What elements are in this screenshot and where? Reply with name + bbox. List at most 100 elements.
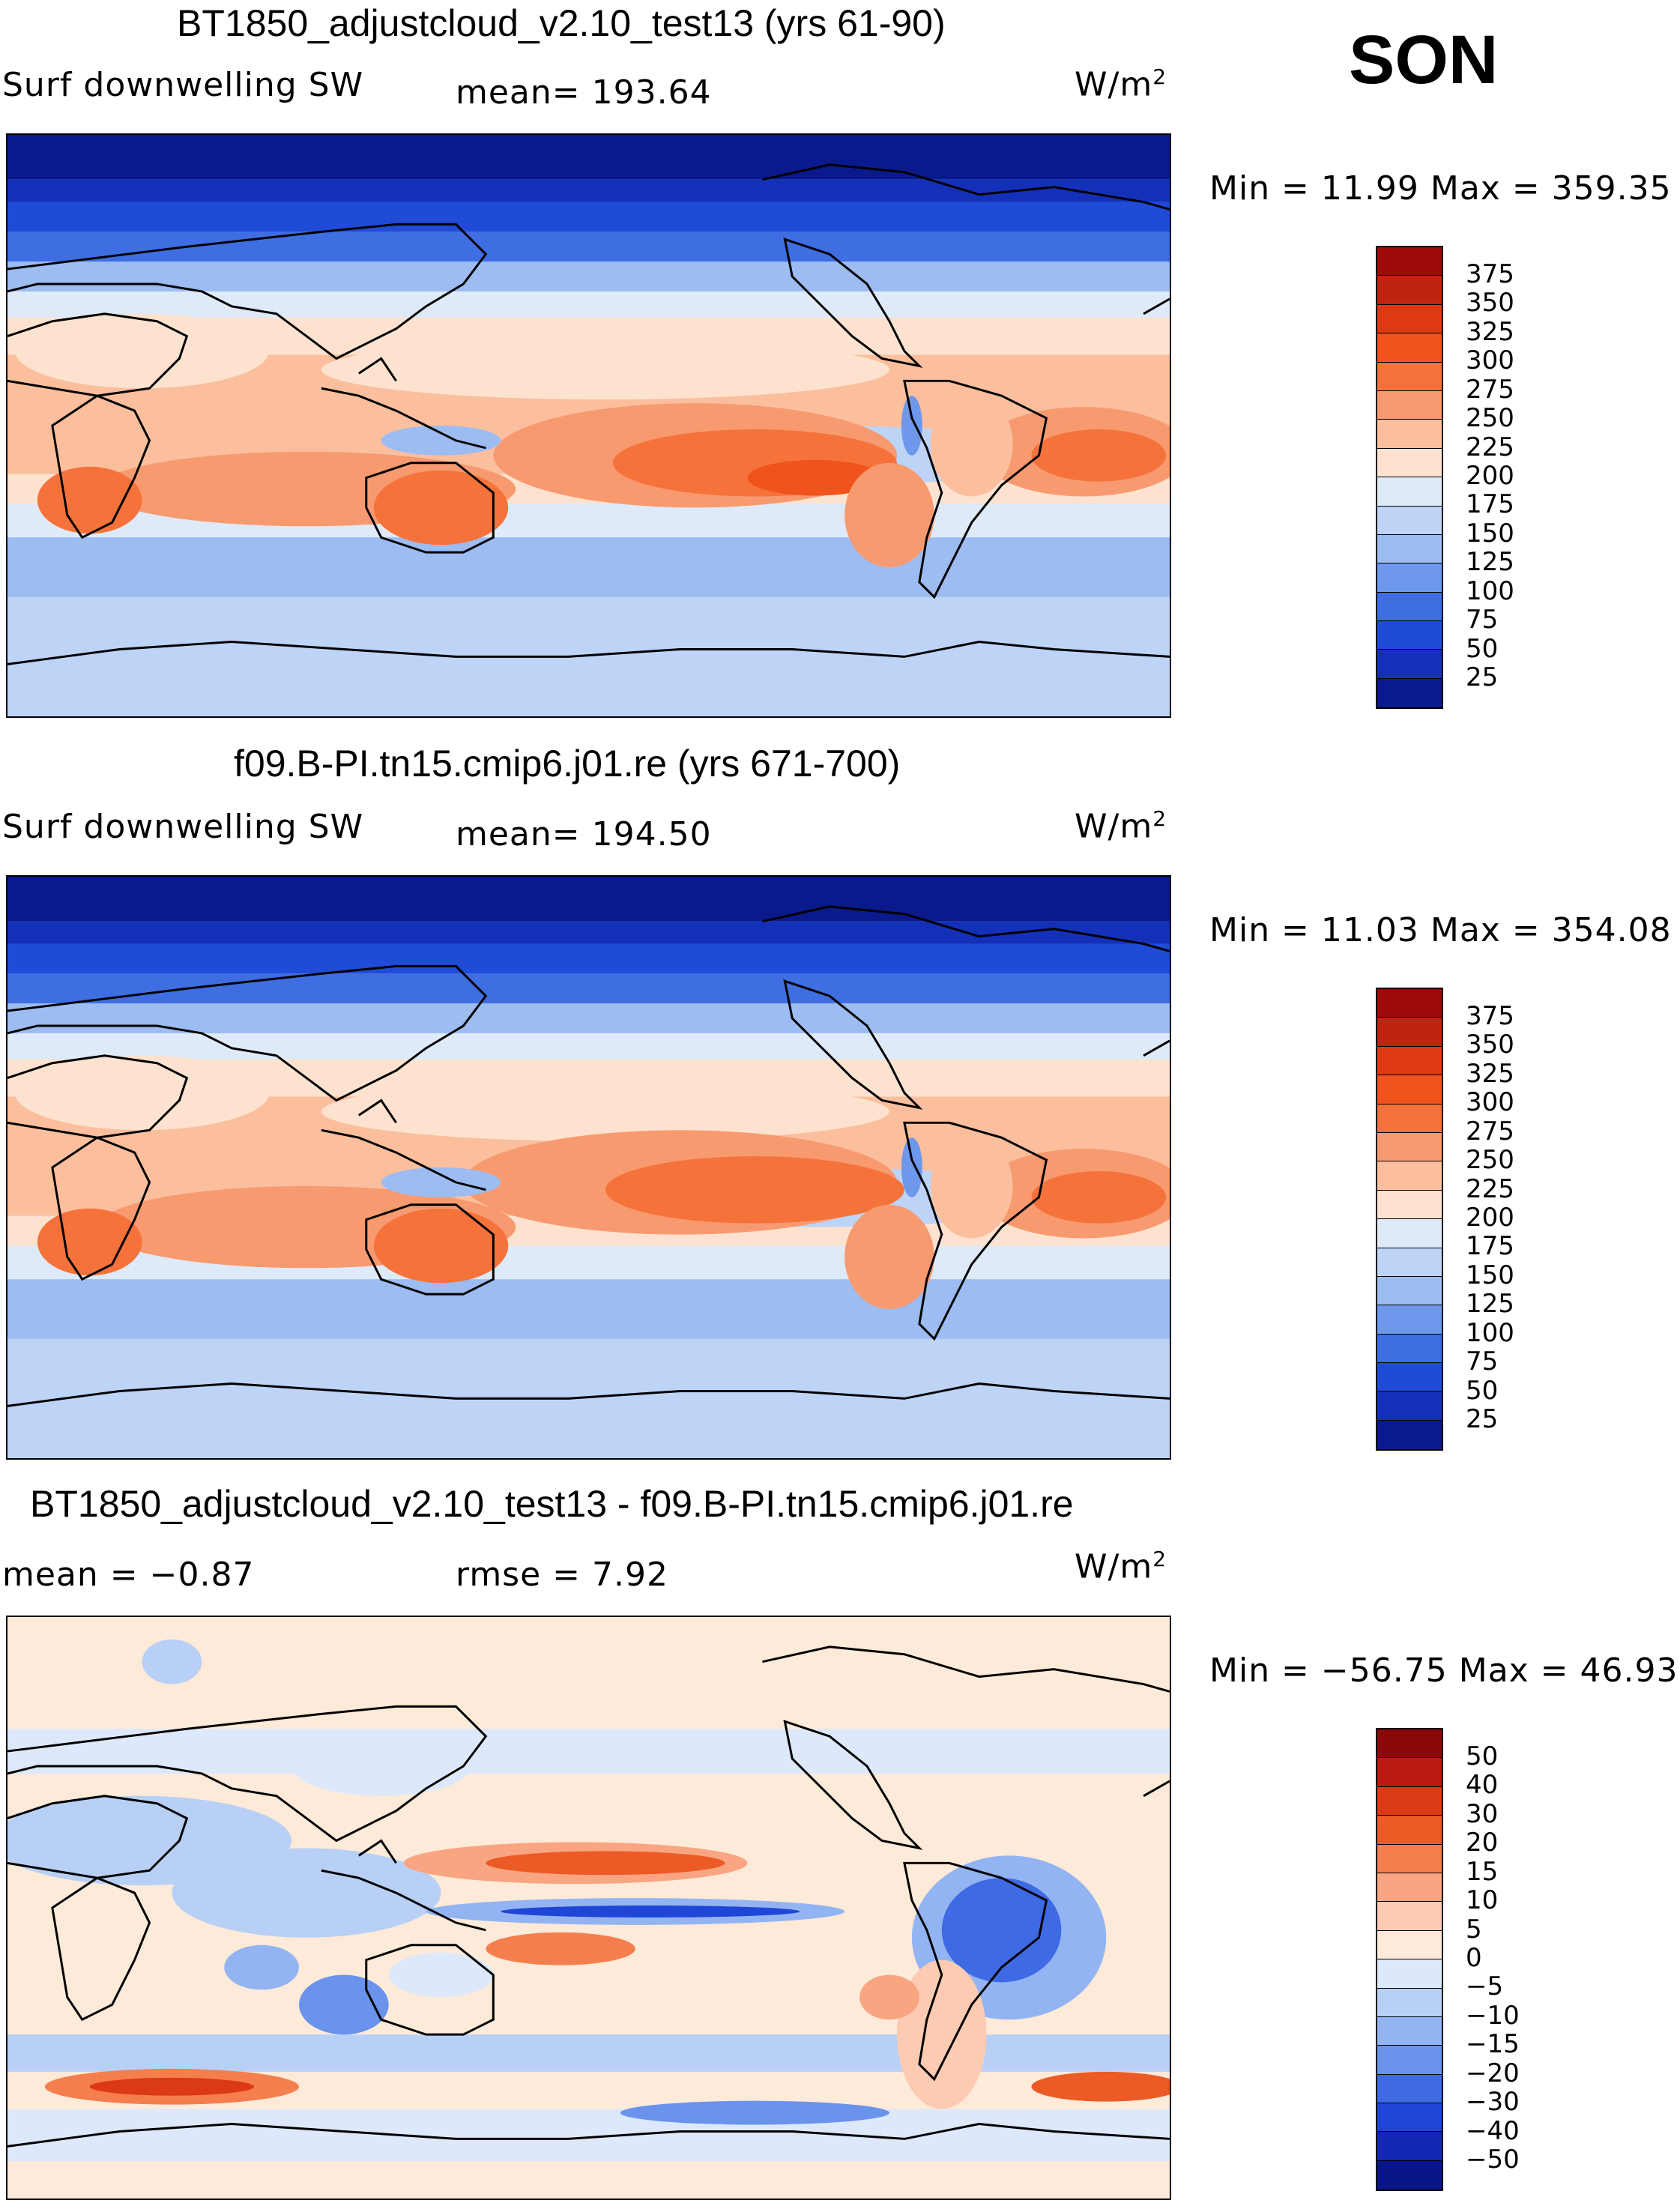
panel1-colorbar-swatch (1377, 333, 1442, 363)
panel3-coastlines (7, 1646, 1170, 2148)
panel2-colorbar-swatch (1377, 1420, 1442, 1450)
panel3-map-canvas (7, 1617, 1170, 2199)
panel2-map-canvas (7, 877, 1170, 1458)
panel3-colorbar-swatch (1377, 1959, 1442, 1989)
panel2-colorbar-tick: 275 (1466, 1116, 1514, 1146)
panel1-colorbar-swatch (1377, 506, 1442, 535)
panel1-colorbar-tick: 375 (1466, 259, 1514, 289)
panel1-colorbar-tick: 250 (1466, 403, 1514, 433)
panel2-colorbar-tick: 75 (1466, 1347, 1499, 1377)
panel3-colorbar-tick: 5 (1466, 1915, 1482, 1944)
panel2-colorbar-tick: 150 (1466, 1260, 1514, 1290)
panel1-colorbar-swatch (1377, 276, 1442, 305)
panel3-colorbar-swatch (1377, 1844, 1442, 1873)
panel1-title: BT1850_adjustcloud_v2.10_test13 (yrs 61-… (177, 2, 946, 44)
panel1-coastlines (7, 163, 1170, 665)
panel1-colorbar-tick: 200 (1466, 461, 1514, 491)
panel2-colorbar-swatch (1377, 1305, 1442, 1335)
panel3-mean: mean = −0.87 (2, 1556, 255, 1594)
panel1-colorbar-tick: 25 (1466, 662, 1499, 692)
panel2-colorbar-tick: 350 (1466, 1030, 1514, 1060)
panel1-colorbar-tick: 75 (1466, 605, 1499, 635)
panel3-colorbar-tick: −10 (1466, 2001, 1520, 2031)
panel3-colorbar-tick: −20 (1466, 2058, 1520, 2088)
panel3-colorbar-swatch (1377, 2132, 1442, 2161)
panel2-colorbar-swatch (1377, 1248, 1442, 1277)
panel3-colorbar (1376, 1728, 1443, 2192)
panel1-colorbar-swatch (1377, 477, 1442, 507)
panel3-colorbar-tick: 40 (1466, 1770, 1499, 1800)
panel1-colorbar-tick: 325 (1466, 317, 1514, 347)
panel1-map-canvas (7, 135, 1170, 716)
panel1-colorbar-swatch (1377, 420, 1442, 449)
panel3-minmax: Min = −56.75 Max = 46.93 (1209, 1652, 1679, 1690)
panel3-colorbar-swatch (1377, 2103, 1442, 2133)
panel2-colorbar-swatch (1377, 1391, 1442, 1421)
panel3-colorbar-tick: 15 (1466, 1857, 1499, 1887)
panel2-colorbar (1376, 988, 1443, 1451)
panel2-variable: Surf downwelling SW (2, 808, 364, 846)
panel1-colorbar-swatch (1377, 448, 1442, 478)
panel3-colorbar-tick: 10 (1466, 1885, 1499, 1915)
panel3-units: W/m2 (1075, 1547, 1167, 1586)
panel2-mean: mean= 194.50 (456, 815, 712, 853)
panel1-variable: Surf downwelling SW (2, 66, 364, 104)
panel2-colorbar-swatch (1377, 989, 1442, 1018)
panel3-colorbar-swatch (1377, 1816, 1442, 1845)
panel1-colorbar-tick: 350 (1466, 288, 1514, 318)
panel1-minmax: Min = 11.99 Max = 359.35 (1209, 169, 1672, 208)
panel3-colorbar-tick: 50 (1466, 1741, 1499, 1771)
panel1-colorbar-swatch (1377, 650, 1442, 679)
panel3-colorbar-swatch (1377, 1786, 1442, 1816)
panel3-colorbar-swatch (1377, 1729, 1442, 1759)
panel2-colorbar-swatch (1377, 1132, 1442, 1162)
panel1-colorbar-swatch (1377, 563, 1442, 593)
panel2-map (6, 875, 1171, 1460)
panel3-colorbar-swatch (1377, 1873, 1442, 1903)
panel1-colorbar-swatch (1377, 304, 1442, 334)
panel3-colorbar-swatch (1377, 2160, 1442, 2190)
panel1-colorbar-tick: 125 (1466, 547, 1514, 577)
panel2-colorbar-swatch (1377, 1363, 1442, 1392)
panel2-colorbar-tick: 200 (1466, 1203, 1514, 1233)
panel3-title: BT1850_adjustcloud_v2.10_test13 - f09.B-… (30, 1483, 1074, 1525)
panel1-colorbar-swatch (1377, 247, 1442, 276)
panel3-colorbar-tick: −5 (1466, 1971, 1504, 2001)
panel3-colorbar-tick: −15 (1466, 2029, 1520, 2059)
panel2-colorbar-tick: 250 (1466, 1145, 1514, 1175)
panel1-colorbar-tick: 50 (1466, 634, 1499, 664)
panel3-colorbar-tick: −30 (1466, 2087, 1520, 2117)
panel2-minmax: Min = 11.03 Max = 354.08 (1209, 911, 1672, 949)
panel1-colorbar-tick: 100 (1466, 576, 1514, 606)
panel2-colorbar-swatch (1377, 1161, 1442, 1191)
panel2-colorbar-swatch (1377, 1219, 1442, 1248)
panel1-colorbar-swatch (1377, 390, 1442, 420)
season-label: SON (1349, 22, 1499, 98)
panel1-colorbar-swatch (1377, 534, 1442, 564)
panel3-colorbar-tick: −40 (1466, 2116, 1520, 2146)
panel1-field (7, 135, 1170, 716)
panel3-colorbar-swatch (1377, 1988, 1442, 2017)
panel3-colorbar-tick: 0 (1466, 1943, 1482, 1973)
panel2-colorbar-tick: 50 (1466, 1376, 1499, 1406)
panel1-units: W/m2 (1075, 64, 1167, 104)
panel3-colorbar-swatch (1377, 1902, 1442, 1931)
panel3-colorbar-swatch (1377, 1930, 1442, 1960)
panel2-colorbar-swatch (1377, 1276, 1442, 1306)
panel1-colorbar-swatch (1377, 678, 1442, 708)
panel2-colorbar-tick: 100 (1466, 1318, 1514, 1348)
panel2-colorbar-swatch (1377, 1018, 1442, 1047)
panel1-mean: mean= 193.64 (456, 73, 712, 112)
panel3-field (7, 1617, 1170, 2199)
panel2-colorbar-swatch (1377, 1334, 1442, 1364)
panel2-colorbar-tick: 325 (1466, 1059, 1514, 1089)
panel1-colorbar-tick: 150 (1466, 519, 1514, 549)
panel2-colorbar-swatch (1377, 1190, 1442, 1220)
panel3-colorbar-swatch (1377, 2016, 1442, 2046)
panel3-map (6, 1616, 1171, 2200)
panel1-colorbar-swatch (1377, 592, 1442, 622)
panel3-colorbar-tick: −50 (1466, 2145, 1520, 2175)
panel3-colorbar-swatch (1377, 1758, 1442, 1787)
panel3-colorbar-swatch (1377, 2046, 1442, 2075)
panel1-colorbar (1376, 246, 1443, 710)
